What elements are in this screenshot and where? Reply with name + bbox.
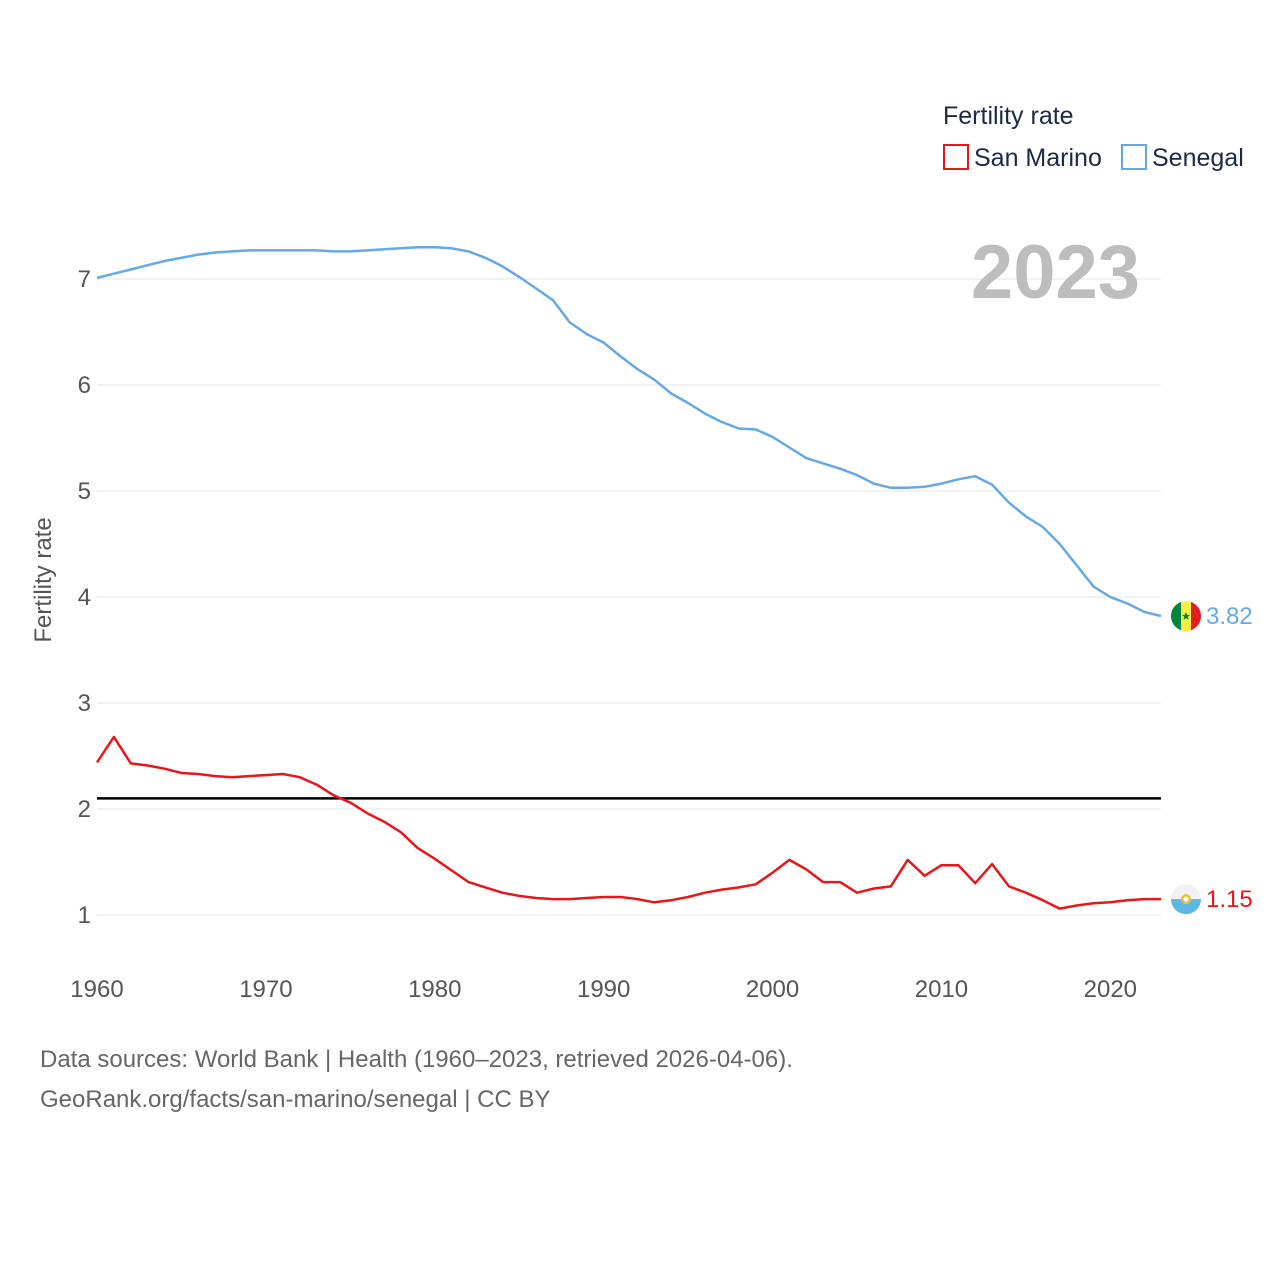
x-tick-label-1970: 1970	[239, 976, 292, 1003]
x-tick-label-1990: 1990	[577, 976, 630, 1003]
attribution-line: GeoRank.org/facts/san-marino/senegal | C…	[40, 1086, 551, 1113]
series-lines	[95, 245, 1162, 910]
senegal-flag-icon	[1171, 601, 1201, 632]
x-tick-label-2010: 2010	[915, 976, 968, 1003]
end-label-san-marino: 1.15	[1206, 886, 1253, 913]
year-label: 2023	[971, 230, 1140, 315]
end-label-senegal: 3.82	[1206, 603, 1253, 630]
y-tick-label-6: 6	[78, 372, 91, 399]
y-tick-label-1: 1	[78, 902, 91, 929]
source-line: Data sources: World Bank | Health (1960–…	[40, 1046, 793, 1073]
y-tick-label-5: 5	[78, 478, 91, 505]
gridlines	[97, 278, 1161, 916]
legend: Fertility rate San Marino Senegal	[943, 102, 1244, 172]
x-tick-label-1980: 1980	[408, 976, 461, 1003]
end-labels: 1.15 3.82	[1171, 601, 1253, 915]
y-axis-title: Fertility rate	[30, 517, 57, 642]
legend-swatch-san-marino	[943, 144, 969, 170]
legend-item-san-marino[interactable]: San Marino	[943, 144, 1102, 172]
legend-label-senegal: Senegal	[1152, 144, 1244, 172]
x-tick-label-1960: 1960	[70, 976, 123, 1003]
legend-swatch-senegal	[1121, 144, 1147, 170]
series-line-san-marino	[95, 735, 1161, 910]
y-axis-ticks: 1 2 3 4 5 6 7	[78, 266, 91, 929]
y-tick-label-3: 3	[78, 690, 91, 717]
y-tick-label-2: 2	[78, 796, 91, 823]
y-tick-label-7: 7	[78, 266, 91, 293]
x-tick-label-2020: 2020	[1084, 976, 1137, 1003]
legend-item-senegal[interactable]: Senegal	[1121, 144, 1244, 172]
x-tick-label-2000: 2000	[746, 976, 799, 1003]
san-marino-flag-icon	[1171, 884, 1201, 915]
legend-title: Fertility rate	[943, 102, 1074, 130]
legend-label-san-marino: San Marino	[974, 144, 1102, 172]
y-tick-label-4: 4	[78, 584, 91, 611]
series-line-senegal	[96, 245, 1162, 618]
x-axis-ticks: 1960 1970 1980 1990 2000 2010 2020	[70, 976, 1137, 1003]
